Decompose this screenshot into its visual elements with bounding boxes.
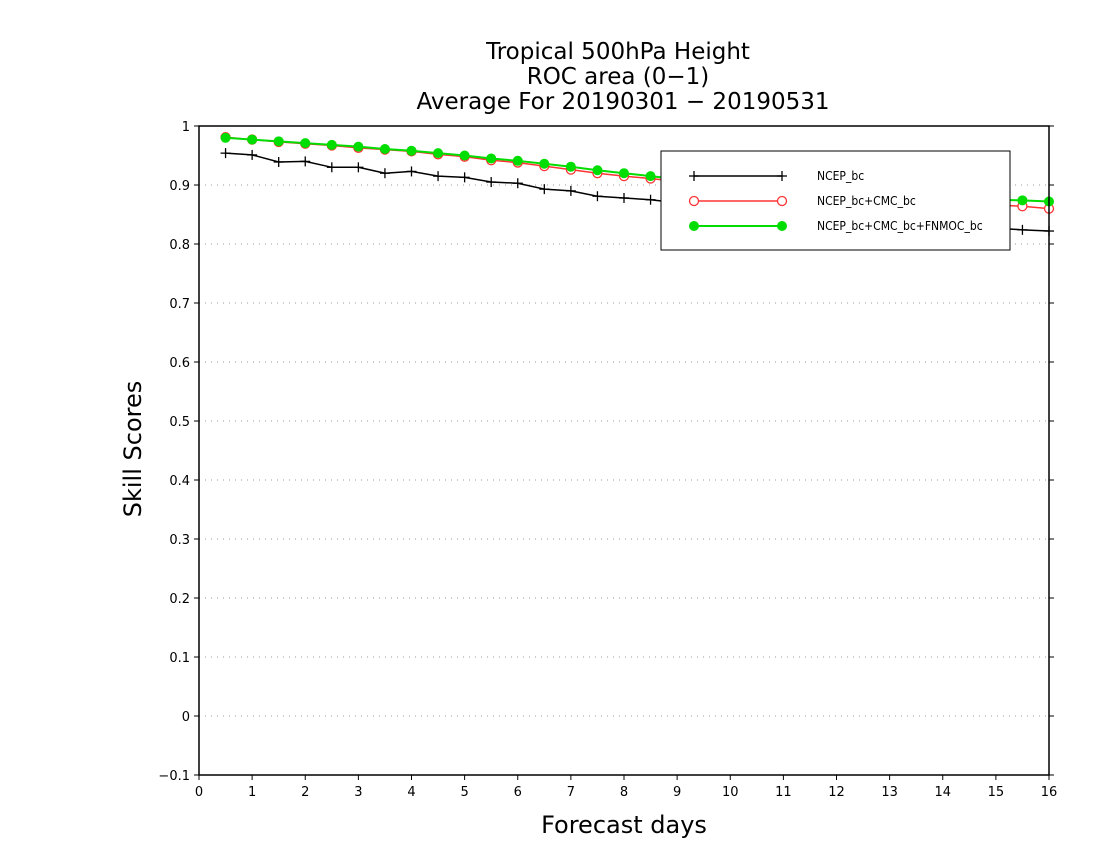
data-point-plus	[326, 162, 337, 173]
legend-entry-1: NCEP_bc	[689, 169, 864, 183]
y-tick-label: 0	[182, 710, 190, 725]
x-tick-label: 11	[775, 785, 792, 800]
legend-label: NCEP_bc+CMC_bc+FNMOC_bc	[817, 219, 983, 233]
y-axis-ticks: −0.1 0 0.1 0.2 0.3 0.4 0.5 0.6 0.7 0.8 0.9 1	[158, 120, 1054, 784]
chart-title-line-1: Tropical 500hPa Height	[485, 39, 750, 65]
data-point-filled-circle	[326, 139, 337, 150]
plot-frame	[198, 125, 1050, 776]
data-point-filled-circle	[459, 150, 470, 161]
data-point-filled-circle	[247, 134, 258, 145]
data-point-plus	[539, 184, 550, 195]
x-tick-label: 4	[407, 785, 415, 800]
data-point-filled-circle	[406, 145, 417, 156]
data-point-plus	[645, 194, 656, 205]
data-point-filled-circle	[592, 165, 603, 176]
data-point-plus	[433, 171, 444, 182]
y-tick-label: 1	[182, 120, 190, 135]
data-point-plus	[273, 156, 284, 167]
data-point-filled-circle	[512, 155, 523, 166]
data-point-open-circle	[776, 195, 788, 207]
x-tick-label: 10	[722, 785, 739, 800]
data-point-filled-circle	[379, 144, 390, 155]
data-point-filled-circle	[645, 171, 656, 182]
data-point-open-circle	[688, 195, 700, 207]
legend-entry-2: NCEP_bc+CMC_bc	[688, 194, 916, 208]
x-tick-label: 5	[460, 785, 468, 800]
data-point-filled-circle	[486, 153, 497, 164]
chart-title-line-3: Average For 20190301 − 20190531	[416, 89, 829, 115]
legend-label: NCEP_bc	[817, 169, 864, 183]
data-point-plus	[565, 185, 576, 196]
data-point-plus	[777, 171, 787, 181]
data-point-filled-circle	[1017, 195, 1028, 206]
x-tick-label: 9	[673, 785, 681, 800]
data-point-plus	[220, 148, 231, 159]
data-point-filled-circle	[619, 168, 629, 179]
legend: NCEP_bc NCEP_bc+CMC_bc NCEP_bc+CMC_bc+FNMO…	[660, 150, 1011, 251]
x-axis-ticks: 0 1 2 3 4 5 6 7 8 9 10 11 12 13 14 15 16	[195, 775, 1057, 800]
x-tick-label: 12	[828, 785, 845, 800]
data-point-filled-circle	[565, 161, 576, 172]
data-point-plus	[300, 156, 311, 167]
data-point-plus	[459, 172, 470, 183]
data-point-plus	[379, 168, 390, 179]
data-point-filled-circle	[353, 141, 364, 152]
x-tick-label: 2	[301, 785, 309, 800]
y-tick-label: 0.3	[169, 533, 190, 548]
gridlines	[199, 184, 1049, 717]
data-point-filled-circle	[220, 132, 231, 143]
y-tick-label: −0.1	[158, 769, 190, 784]
data-point-plus	[1017, 224, 1028, 235]
legend-entry-3: NCEP_bc+CMC_bc+FNMOC_bc	[689, 219, 983, 233]
x-tick-label: 0	[195, 785, 203, 800]
x-tick-label: 3	[354, 785, 362, 800]
x-tick-label: 1	[248, 785, 256, 800]
x-tick-label: 16	[1041, 785, 1058, 800]
data-point-filled-circle	[777, 221, 787, 231]
chart-title-line-2: ROC area (0−1)	[527, 64, 710, 90]
data-point-filled-circle	[300, 138, 311, 149]
y-axis-title: Skill Scores	[119, 381, 147, 518]
data-point-filled-circle	[689, 221, 699, 231]
y-tick-label: 0.4	[169, 474, 190, 489]
data-point-plus	[486, 177, 497, 188]
y-tick-label: 0.6	[169, 356, 190, 371]
y-tick-label: 0.1	[169, 651, 190, 666]
y-tick-label: 0.7	[169, 297, 190, 312]
data-point-plus	[619, 192, 629, 203]
x-axis-title: Forecast days	[541, 811, 707, 839]
data-point-filled-circle	[539, 158, 550, 169]
x-tick-label: 15	[988, 785, 1005, 800]
y-tick-label: 0.9	[169, 179, 190, 194]
data-point-plus	[592, 191, 603, 202]
y-tick-label: 0.8	[169, 238, 190, 253]
x-tick-label: 7	[567, 785, 575, 800]
legend-label: NCEP_bc+CMC_bc	[817, 194, 916, 208]
chart-title: Tropical 500hPa Height ROC area (0−1) Av…	[416, 39, 829, 115]
x-tick-label: 14	[934, 785, 951, 800]
data-point-plus	[512, 178, 523, 189]
data-point-filled-circle	[433, 148, 444, 159]
y-tick-label: 0.2	[169, 592, 190, 607]
x-tick-label: 6	[514, 785, 522, 800]
data-point-plus	[689, 171, 699, 181]
data-point-plus	[406, 166, 417, 177]
data-point-plus	[353, 162, 364, 173]
data-point-filled-circle	[273, 136, 284, 147]
y-tick-label: 0.5	[169, 415, 190, 430]
x-tick-label: 13	[881, 785, 898, 800]
x-tick-label: 8	[620, 785, 628, 800]
data-point-plus	[247, 149, 258, 160]
